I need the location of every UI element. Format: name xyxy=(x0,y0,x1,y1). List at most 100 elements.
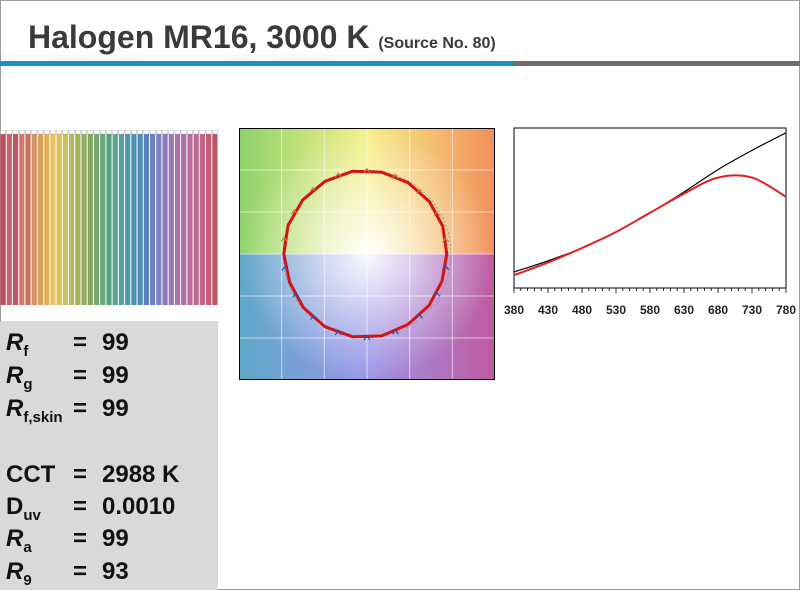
metric-rf-eq: = xyxy=(73,329,88,356)
gamut-arrow xyxy=(280,236,288,242)
swatch-bar xyxy=(12,133,19,305)
gamut-arrow xyxy=(292,292,300,298)
spd-xtick-label: 580 xyxy=(640,303,660,317)
swatch-bar xyxy=(112,133,118,305)
swatch-bar xyxy=(168,133,174,305)
swatch-bar xyxy=(75,133,81,305)
metric-duv-label: D xyxy=(6,493,24,520)
title-rule-blue xyxy=(0,61,513,66)
swatch-cap xyxy=(56,130,62,135)
swatch-bar xyxy=(25,133,31,305)
gamut-arrow xyxy=(281,265,289,271)
swatch-cap xyxy=(99,130,106,135)
gamut-arrow xyxy=(415,313,423,319)
gamut-arrow xyxy=(391,329,399,335)
metric-duv-value: 0.0010 xyxy=(102,493,176,520)
swatch-bar xyxy=(125,133,131,305)
metric-ra-value: 99 xyxy=(102,525,129,552)
swatch-bar xyxy=(206,133,212,305)
swatch-cap xyxy=(62,130,69,135)
swatch-cap xyxy=(31,130,38,135)
swatch-bar xyxy=(93,133,100,305)
spd-chart: 380 430 480 530 580 630 680 730 780 xyxy=(504,127,796,317)
title-rule-gray xyxy=(513,61,800,66)
swatch-cap xyxy=(25,130,31,135)
swatch-cap xyxy=(18,130,25,135)
swatch-bar xyxy=(50,133,56,305)
swatch-bar xyxy=(212,133,218,305)
metric-rfs-sub: f,skin xyxy=(23,408,63,426)
gamut-arrow xyxy=(415,188,423,194)
swatch-cap xyxy=(174,130,181,135)
gamut-arrow xyxy=(310,314,317,321)
spd-xtick-label: 380 xyxy=(504,303,524,317)
swatch-cap xyxy=(81,130,87,135)
swatch-cap xyxy=(87,130,94,135)
swatch-cap xyxy=(106,130,112,135)
swatch-bar xyxy=(106,133,112,305)
gamut-arrow xyxy=(363,167,371,174)
swatch-bar xyxy=(37,133,44,305)
swatch-cap xyxy=(68,130,75,135)
gamut-arrow xyxy=(442,237,450,243)
metric-duv-eq: = xyxy=(73,493,88,520)
metric-cct-eq: = xyxy=(73,461,88,488)
gamut-arrows xyxy=(280,167,450,341)
gamut-arrow xyxy=(433,210,441,217)
gamut-arrow xyxy=(290,209,298,215)
swatch-bar xyxy=(187,133,193,305)
swatch-bar xyxy=(143,133,149,305)
swatch-bar xyxy=(81,133,87,305)
swatch-bar xyxy=(19,133,25,305)
swatch-cap xyxy=(212,130,218,135)
metrics-panel: Rf = 99 Rg = 99 Rf,skin = 99 CCT = 2988 … xyxy=(0,321,218,590)
metric-rfs-value: 99 xyxy=(102,395,129,422)
color-sample-swatches xyxy=(0,130,218,305)
swatch-bar xyxy=(181,133,187,305)
swatch-bar xyxy=(44,133,50,305)
spd-xtick-label: 480 xyxy=(572,303,592,317)
swatch-bar xyxy=(174,133,181,305)
metric-rf-value: 99 xyxy=(102,329,129,356)
swatch-bar xyxy=(0,133,6,305)
metric-rg-label: R xyxy=(6,362,24,389)
metric-rfs-label: R xyxy=(6,395,24,422)
spd-x-axis: 380 430 480 530 580 630 680 730 780 xyxy=(504,288,796,317)
metric-ra-label: R xyxy=(6,525,24,552)
gamut-arrow xyxy=(433,291,441,297)
swatch-cap xyxy=(12,130,19,135)
metric-rg-value: 99 xyxy=(102,362,129,389)
swatch-cap xyxy=(6,130,13,135)
title-subtitle: (Source No. 80) xyxy=(378,35,496,52)
color-vector-graphic xyxy=(239,128,495,380)
gamut-border xyxy=(239,128,495,380)
swatch-cap xyxy=(0,130,6,135)
swatch-bar xyxy=(100,133,106,305)
swatch-cap xyxy=(93,130,100,135)
swatch-cap xyxy=(43,130,50,135)
metric-ra-sub: a xyxy=(23,538,32,556)
metric-duv-sub: uv xyxy=(23,506,41,524)
swatch-bar xyxy=(149,133,156,305)
spd-xtick-label: 430 xyxy=(538,303,558,317)
swatch-bar xyxy=(118,133,125,305)
swatch-cap xyxy=(187,130,193,135)
swatch-cap xyxy=(193,130,200,135)
swatch-cap xyxy=(205,130,212,135)
metric-rf-sub: f xyxy=(23,342,29,360)
metric-r9-value: 93 xyxy=(102,558,129,585)
swatch-cap xyxy=(124,130,131,135)
slide-title: Halogen MR16, 3000 K (Source No. 80) xyxy=(28,19,496,56)
gamut-arrow xyxy=(363,335,371,341)
metric-cct-label: CCT xyxy=(6,461,56,488)
swatch-cap xyxy=(50,130,56,135)
swatch-bar xyxy=(131,133,137,305)
spd-xtick-label: 680 xyxy=(708,303,728,317)
spd-xtick-label: 730 xyxy=(742,303,762,317)
swatch-bar xyxy=(137,133,143,305)
metric-r9-sub: 9 xyxy=(23,571,32,589)
swatch-bar xyxy=(199,133,206,305)
swatch-cap xyxy=(118,130,125,135)
spd-xtick-label: 630 xyxy=(674,303,694,317)
swatch-cap xyxy=(143,130,150,135)
